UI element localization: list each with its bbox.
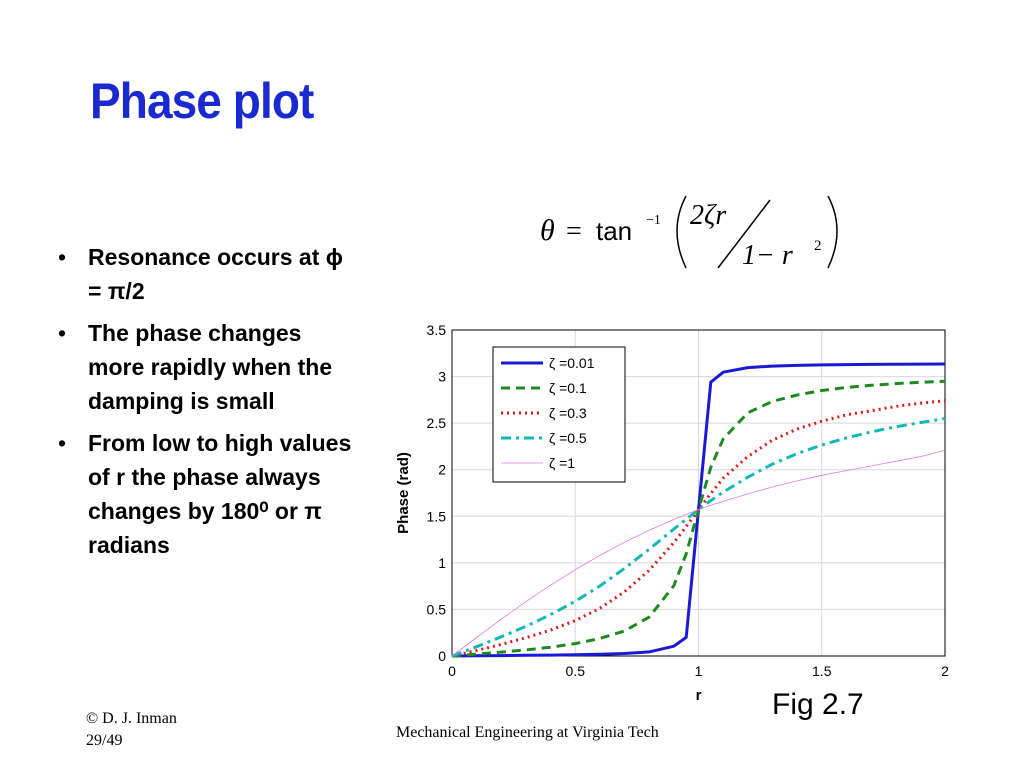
- bullet-list: • Resonance occurs at ϕ = π/2 • The phas…: [58, 240, 358, 570]
- phase-formula: θ = tan −1 2ζr 1− r 2: [540, 195, 838, 271]
- page-number: 29/49: [86, 732, 123, 749]
- y-tick-label: 2: [438, 462, 446, 478]
- y-tick-label: 1: [438, 555, 446, 571]
- formula-denominator: 1− r: [742, 240, 793, 271]
- series-line: [451, 417, 946, 658]
- formula-left-paren: [676, 195, 687, 269]
- bullet-item: • Resonance occurs at ϕ = π/2: [58, 240, 358, 308]
- figure-label: Fig 2.7: [772, 688, 864, 721]
- formula-equals: =: [566, 216, 582, 247]
- formula-right-paren: [827, 195, 838, 269]
- legend-label: ζ =0.1: [549, 380, 587, 396]
- x-axis-label: r: [696, 687, 702, 704]
- formula-inverse-exponent: −1: [646, 213, 661, 228]
- y-axis-label: Phase (rad): [395, 452, 412, 534]
- slide-title: Phase plot: [90, 73, 314, 129]
- x-tick-label: 2: [941, 663, 949, 679]
- y-tick-label: 3: [438, 369, 446, 385]
- x-tick-label: 1: [695, 663, 703, 679]
- phase-chart: 0 0.5 1 1.5 200.511.522.533.5 r Phase (rad) …: [395, 322, 950, 704]
- legend-label: ζ =0.01: [549, 355, 595, 371]
- bullet-text: Resonance occurs at ϕ = π/2: [88, 244, 343, 304]
- y-tick-label: 0.5: [427, 601, 447, 617]
- y-tick-label: 3.5: [427, 322, 447, 338]
- bullet-marker: •: [58, 244, 67, 270]
- series-lines: [451, 362, 946, 658]
- bullet-item: • The phase changes more rapidly when th…: [58, 316, 358, 418]
- legend-label: ζ =0.3: [549, 405, 587, 421]
- y-tick-label: 2.5: [427, 415, 447, 431]
- bullet-text: The phase changes more rapidly when the …: [88, 320, 333, 414]
- bullet-item: • From low to high values of r the phase…: [58, 426, 358, 562]
- formula-theta: θ: [540, 214, 555, 247]
- plot-area-frame: [451, 329, 946, 657]
- axis-ticks: 0 0.5 1 1.5 2 0 0.5 1 1.5 2 2.5 3 3.5: [427, 322, 950, 679]
- bullet-marker: •: [58, 430, 67, 456]
- bullet-text: From low to high values of r the phase a…: [88, 430, 352, 558]
- legend-label: ζ =1: [549, 455, 575, 471]
- x-tick-label: 0.5: [566, 663, 586, 679]
- x-tick-label: 1.5: [812, 663, 832, 679]
- formula-numerator: 2ζr: [690, 200, 726, 231]
- legend-label: ζ =0.5: [549, 430, 587, 446]
- formula-slash: [717, 199, 771, 269]
- legend: ζ =0.01 ζ =0.1 ζ =0.3 ζ =0.5 ζ =1: [492, 346, 626, 483]
- footer-left: © D. J. Inman 29/49: [86, 708, 177, 752]
- copyright-text: © D. J. Inman: [86, 710, 177, 727]
- formula-denominator-exponent: 2: [814, 238, 822, 254]
- series-line: [451, 449, 946, 657]
- y-tick-label: 1.5: [427, 508, 447, 524]
- formula-tan: tan: [596, 216, 632, 246]
- bullet-marker: •: [58, 320, 67, 346]
- footer-institution: Mechanical Engineering at Virginia Tech: [396, 724, 659, 741]
- x-tick-label: 0: [448, 663, 456, 679]
- y-tick-label: 0: [438, 648, 446, 664]
